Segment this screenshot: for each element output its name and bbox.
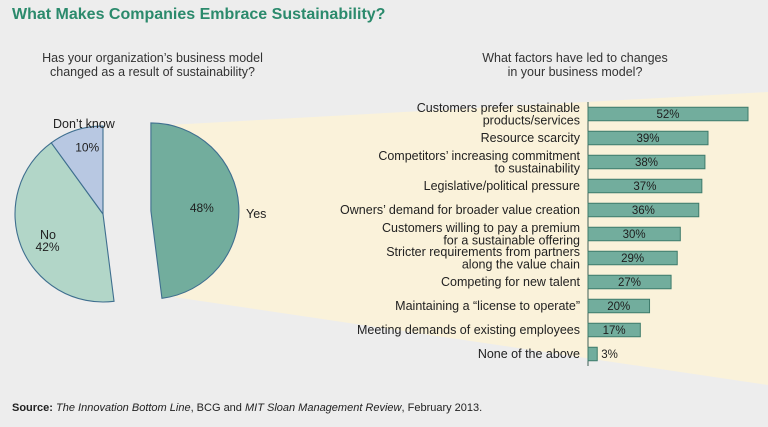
pie-category-label-don-t-know: Don’t know (53, 117, 116, 131)
source-text-1: , BCG and (190, 402, 245, 414)
bar-category-label: Meeting demands of existing employees (357, 323, 580, 337)
bar-chart: 52% Customers prefer sustainableproducts/… (340, 101, 749, 366)
bar-value-label: 37% (633, 181, 656, 193)
bar (587, 226, 681, 242)
bar-category-label: Maintaining a “license to operate” (395, 299, 580, 313)
bar-value-label: 29% (621, 253, 644, 265)
bar-category-label: for a sustainable offering (443, 233, 580, 247)
bar-question-line-1: What factors have led to changes (482, 51, 668, 65)
bar (587, 274, 672, 290)
pie-category-label-no: No (40, 228, 56, 242)
bar-value-label: 39% (636, 133, 659, 145)
bar-category-label: Customers willing to pay a premium (382, 221, 580, 235)
source-label: Source: (12, 402, 53, 414)
bar-value-label: 30% (623, 229, 646, 241)
bar (587, 250, 678, 266)
chart-title: What Makes Companies Embrace Sustainabil… (12, 6, 386, 23)
pie-question-line-2: changed as a result of sustainability? (50, 65, 255, 79)
pie-question-line-1: Has your organization’s business model (42, 51, 263, 65)
bar (587, 106, 749, 122)
bar (587, 178, 703, 194)
pie-value-label-no: 42% (36, 240, 60, 254)
bar-category-label: Resource scarcity (481, 131, 581, 145)
source-publication-1: The Innovation Bottom Line (56, 402, 191, 414)
pie-slice-don-t-know (50, 125, 104, 216)
pie-slice-no (14, 142, 115, 303)
source-publication-2: MIT Sloan Management Review (244, 402, 402, 414)
pie-value-label-don-t-know: 10% (75, 140, 99, 154)
pie-chart: 48% Yes 42%No 10% Don’t know (14, 117, 266, 303)
bar-category-label: Competing for new talent (441, 275, 580, 289)
bar (587, 298, 651, 314)
source-text-2: , February 2013. (401, 402, 483, 414)
pie-value-label-yes: 48% (190, 201, 214, 215)
bar-value-label: 20% (607, 301, 630, 313)
bar-category-label: Legislative/political pressure (424, 179, 580, 193)
bar-value-label: 3% (601, 349, 618, 361)
pie-category-label-yes: Yes (246, 207, 266, 221)
pie-slice-yes (150, 122, 240, 299)
bar (587, 322, 641, 338)
bar-category-label: Competitors’ increasing commitment (378, 149, 580, 163)
source-note: Source: The Innovation Bottom Line, BCG … (12, 402, 482, 414)
bar (587, 154, 706, 170)
bar-value-label: 17% (603, 325, 626, 337)
bar-category-label: to sustainability (495, 161, 581, 175)
bar-category-label: Owners’ demand for broader value creatio… (340, 203, 580, 217)
pie-question: Has your organization’s business model c… (20, 51, 285, 79)
bar-category-label: None of the above (478, 347, 580, 361)
bar-question-line-2: in your business model? (507, 65, 643, 79)
bar-value-label: 27% (618, 277, 641, 289)
bar (587, 346, 598, 362)
bar-category-label: Customers prefer sustainable (417, 101, 580, 115)
bar (587, 202, 700, 218)
bar-category-label: along the value chain (462, 257, 580, 271)
bar-category-label: Stricter requirements from partners (386, 245, 580, 259)
bar-category-label: products/services (483, 113, 580, 127)
bar-question: What factors have led to changes in your… (470, 51, 680, 79)
bar (587, 130, 709, 146)
bar-value-label: 38% (635, 157, 658, 169)
bar-value-label: 52% (656, 109, 679, 121)
bar-value-label: 36% (632, 205, 655, 217)
